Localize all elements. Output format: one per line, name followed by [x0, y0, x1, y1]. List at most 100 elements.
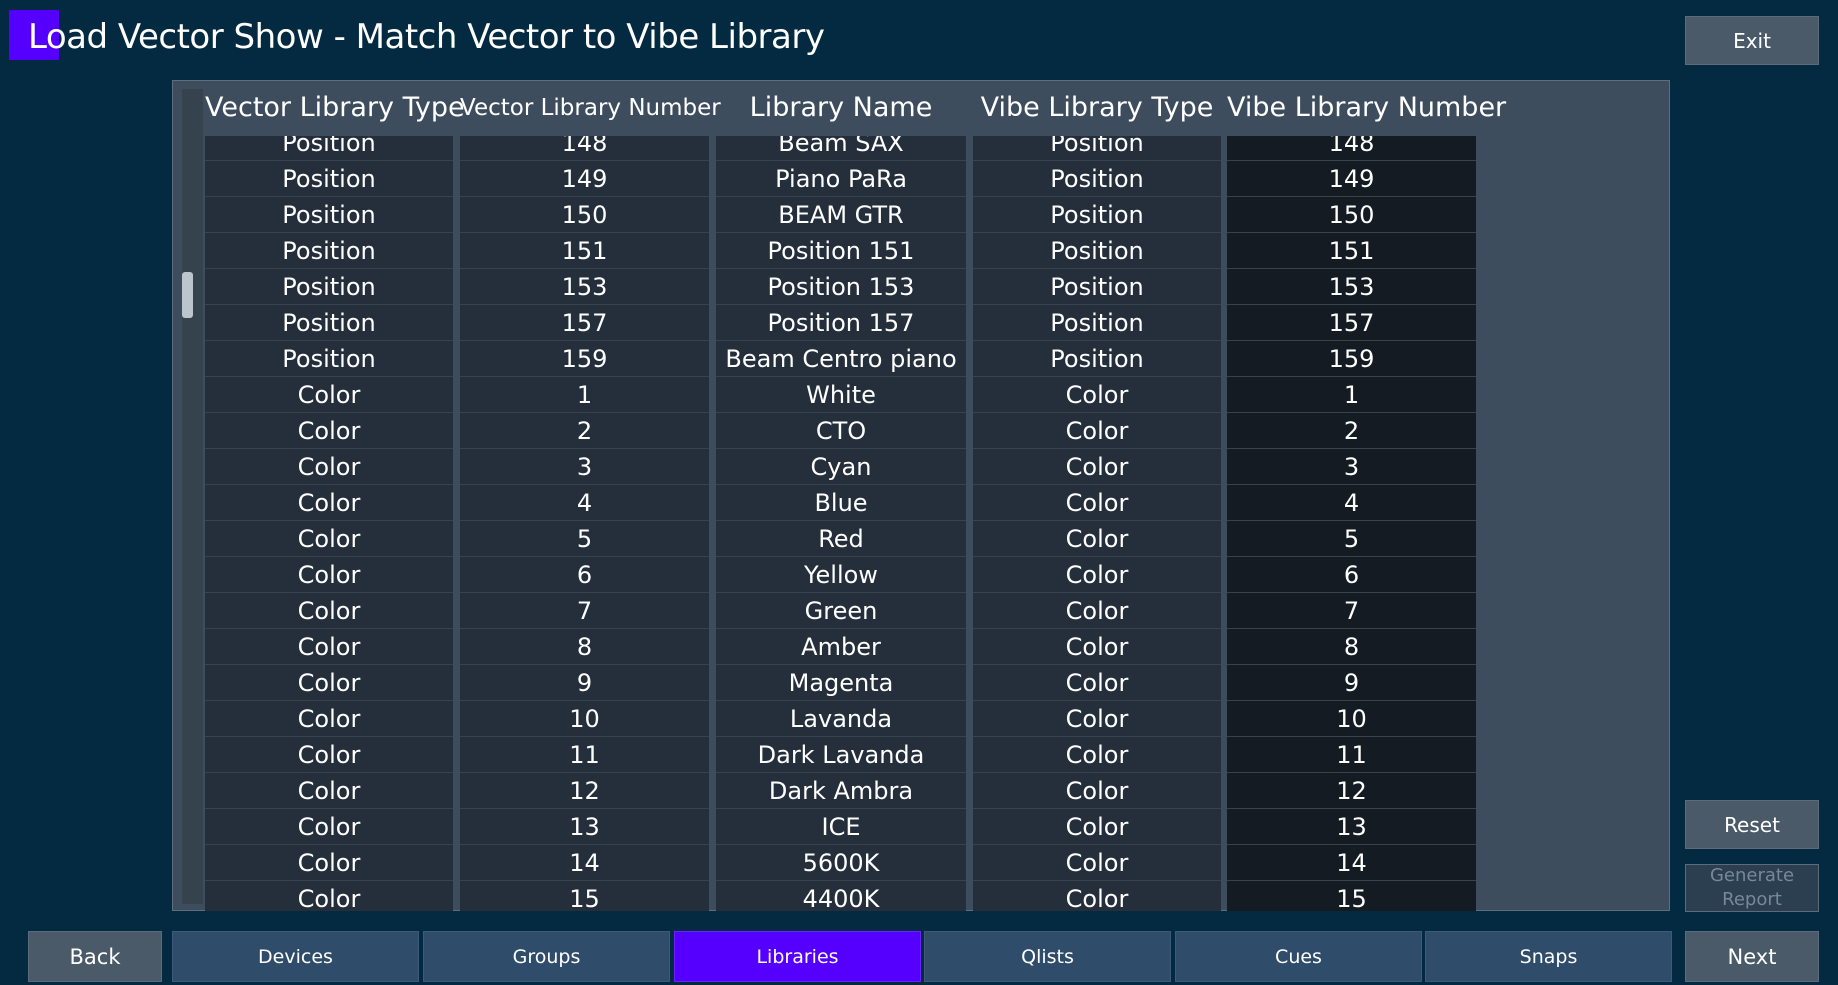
table-cell[interactable]: 11	[460, 737, 709, 773]
table-cell[interactable]: Color	[205, 593, 453, 629]
table-cell[interactable]: Color	[973, 665, 1221, 701]
table-cell[interactable]: 153	[460, 269, 709, 305]
table-cell[interactable]: 14	[460, 845, 709, 881]
table-cell[interactable]: Position	[205, 269, 453, 305]
table-cell[interactable]: Color	[205, 413, 453, 449]
table-cell[interactable]: 6	[460, 557, 709, 593]
table-cell[interactable]: Color	[973, 449, 1221, 485]
table-cell[interactable]: Position 151	[716, 233, 966, 269]
table-cell[interactable]: Position 157	[716, 305, 966, 341]
table-cell[interactable]: Color	[205, 521, 453, 557]
table-cell[interactable]: 10	[1227, 701, 1476, 737]
column-header-vector-library-type[interactable]: Vector Library Type	[205, 92, 465, 123]
table-cell[interactable]: 15	[1227, 881, 1476, 911]
table-cell[interactable]: Color	[205, 809, 453, 845]
table-cell[interactable]: Position	[205, 341, 453, 377]
tab-groups[interactable]: Groups	[423, 931, 670, 982]
table-cell[interactable]: 14	[1227, 845, 1476, 881]
table-cell[interactable]: 153	[1227, 269, 1476, 305]
table-cell[interactable]: 2	[460, 413, 709, 449]
next-button[interactable]: Next	[1685, 931, 1819, 982]
table-cell[interactable]: Color	[973, 521, 1221, 557]
table-cell[interactable]: 15	[460, 881, 709, 911]
table-cell[interactable]: 3	[460, 449, 709, 485]
table-cell[interactable]: 11	[1227, 737, 1476, 773]
tab-libraries[interactable]: Libraries	[674, 931, 921, 982]
column-header-vibe-library-type[interactable]: Vibe Library Type	[980, 92, 1214, 123]
table-cell[interactable]: Color	[973, 485, 1221, 521]
table-cell[interactable]: Color	[205, 665, 453, 701]
table-cell[interactable]: 4400K	[716, 881, 966, 911]
table-cell[interactable]: Color	[205, 485, 453, 521]
table-cell[interactable]: Color	[973, 593, 1221, 629]
table-cell[interactable]: Color	[973, 809, 1221, 845]
table-cell[interactable]: Lavanda	[716, 701, 966, 737]
table-cell[interactable]: 157	[460, 305, 709, 341]
tab-qlists[interactable]: Qlists	[924, 931, 1171, 982]
scrollbar-thumb[interactable]	[182, 272, 193, 318]
table-cell[interactable]: 3	[1227, 449, 1476, 485]
table-cell[interactable]: Green	[716, 593, 966, 629]
table-cell[interactable]: 7	[1227, 593, 1476, 629]
tab-cues[interactable]: Cues	[1175, 931, 1422, 982]
table-cell[interactable]: 148	[460, 136, 709, 161]
table-cell[interactable]: White	[716, 377, 966, 413]
table-cell[interactable]: 149	[1227, 161, 1476, 197]
table-cell[interactable]: Color	[205, 881, 453, 911]
table-cell[interactable]: 4	[460, 485, 709, 521]
table-cell[interactable]: 9	[1227, 665, 1476, 701]
table-cell[interactable]: Red	[716, 521, 966, 557]
table-cell[interactable]: Position	[205, 136, 453, 161]
table-cell[interactable]: 13	[1227, 809, 1476, 845]
table-cell[interactable]: Color	[205, 557, 453, 593]
table-cell[interactable]: Piano PaRa	[716, 161, 966, 197]
column-header-vector-library-number[interactable]: Vector Library Number	[460, 95, 721, 121]
table-cell[interactable]: Color	[973, 845, 1221, 881]
table-cell[interactable]: Beam Centro piano	[716, 341, 966, 377]
table-cell[interactable]: 151	[1227, 233, 1476, 269]
table-cell[interactable]: Color	[973, 377, 1221, 413]
table-cell[interactable]: 148	[1227, 136, 1476, 161]
table-cell[interactable]: Amber	[716, 629, 966, 665]
table-cell[interactable]: 6	[1227, 557, 1476, 593]
table-cell[interactable]: Color	[205, 845, 453, 881]
reset-button[interactable]: Reset	[1685, 800, 1819, 849]
table-cell[interactable]: Dark Ambra	[716, 773, 966, 809]
table-cell[interactable]: Magenta	[716, 665, 966, 701]
table-cell[interactable]: Blue	[716, 485, 966, 521]
table-cell[interactable]: 5	[1227, 521, 1476, 557]
table-cell[interactable]: Position	[205, 197, 453, 233]
table-cell[interactable]: 8	[460, 629, 709, 665]
back-button[interactable]: Back	[28, 931, 162, 982]
table-cell[interactable]: Color	[205, 629, 453, 665]
table-cell[interactable]: Beam SAX	[716, 136, 966, 161]
table-cell[interactable]: Position	[973, 341, 1221, 377]
table-cell[interactable]: 13	[460, 809, 709, 845]
table-cell[interactable]: Color	[973, 701, 1221, 737]
table-cell[interactable]: Color	[973, 557, 1221, 593]
table-cell[interactable]: 2	[1227, 413, 1476, 449]
table-cell[interactable]: Color	[973, 629, 1221, 665]
table-cell[interactable]: Position	[205, 161, 453, 197]
table-cell[interactable]: 150	[460, 197, 709, 233]
table-cell[interactable]: Position	[973, 136, 1221, 161]
column-header-vibe-library-number[interactable]: Vibe Library Number	[1227, 92, 1507, 123]
table-cell[interactable]: 159	[460, 341, 709, 377]
table-cell[interactable]: Position	[973, 233, 1221, 269]
table-cell[interactable]: Color	[205, 377, 453, 413]
table-cell[interactable]: Position	[973, 197, 1221, 233]
table-cell[interactable]: Dark Lavanda	[716, 737, 966, 773]
table-cell[interactable]: Position	[205, 233, 453, 269]
table-cell[interactable]: 150	[1227, 197, 1476, 233]
table-cell[interactable]: Color	[973, 881, 1221, 911]
table-cell[interactable]: 5	[460, 521, 709, 557]
table-cell[interactable]: Position	[973, 305, 1221, 341]
table-cell[interactable]: 1	[460, 377, 709, 413]
tab-snaps[interactable]: Snaps	[1425, 931, 1672, 982]
table-cell[interactable]: Color	[205, 701, 453, 737]
exit-button[interactable]: Exit	[1685, 16, 1819, 65]
table-cell[interactable]: 157	[1227, 305, 1476, 341]
table-cell[interactable]: 12	[460, 773, 709, 809]
table-cell[interactable]: Color	[973, 413, 1221, 449]
table-cell[interactable]: 4	[1227, 485, 1476, 521]
